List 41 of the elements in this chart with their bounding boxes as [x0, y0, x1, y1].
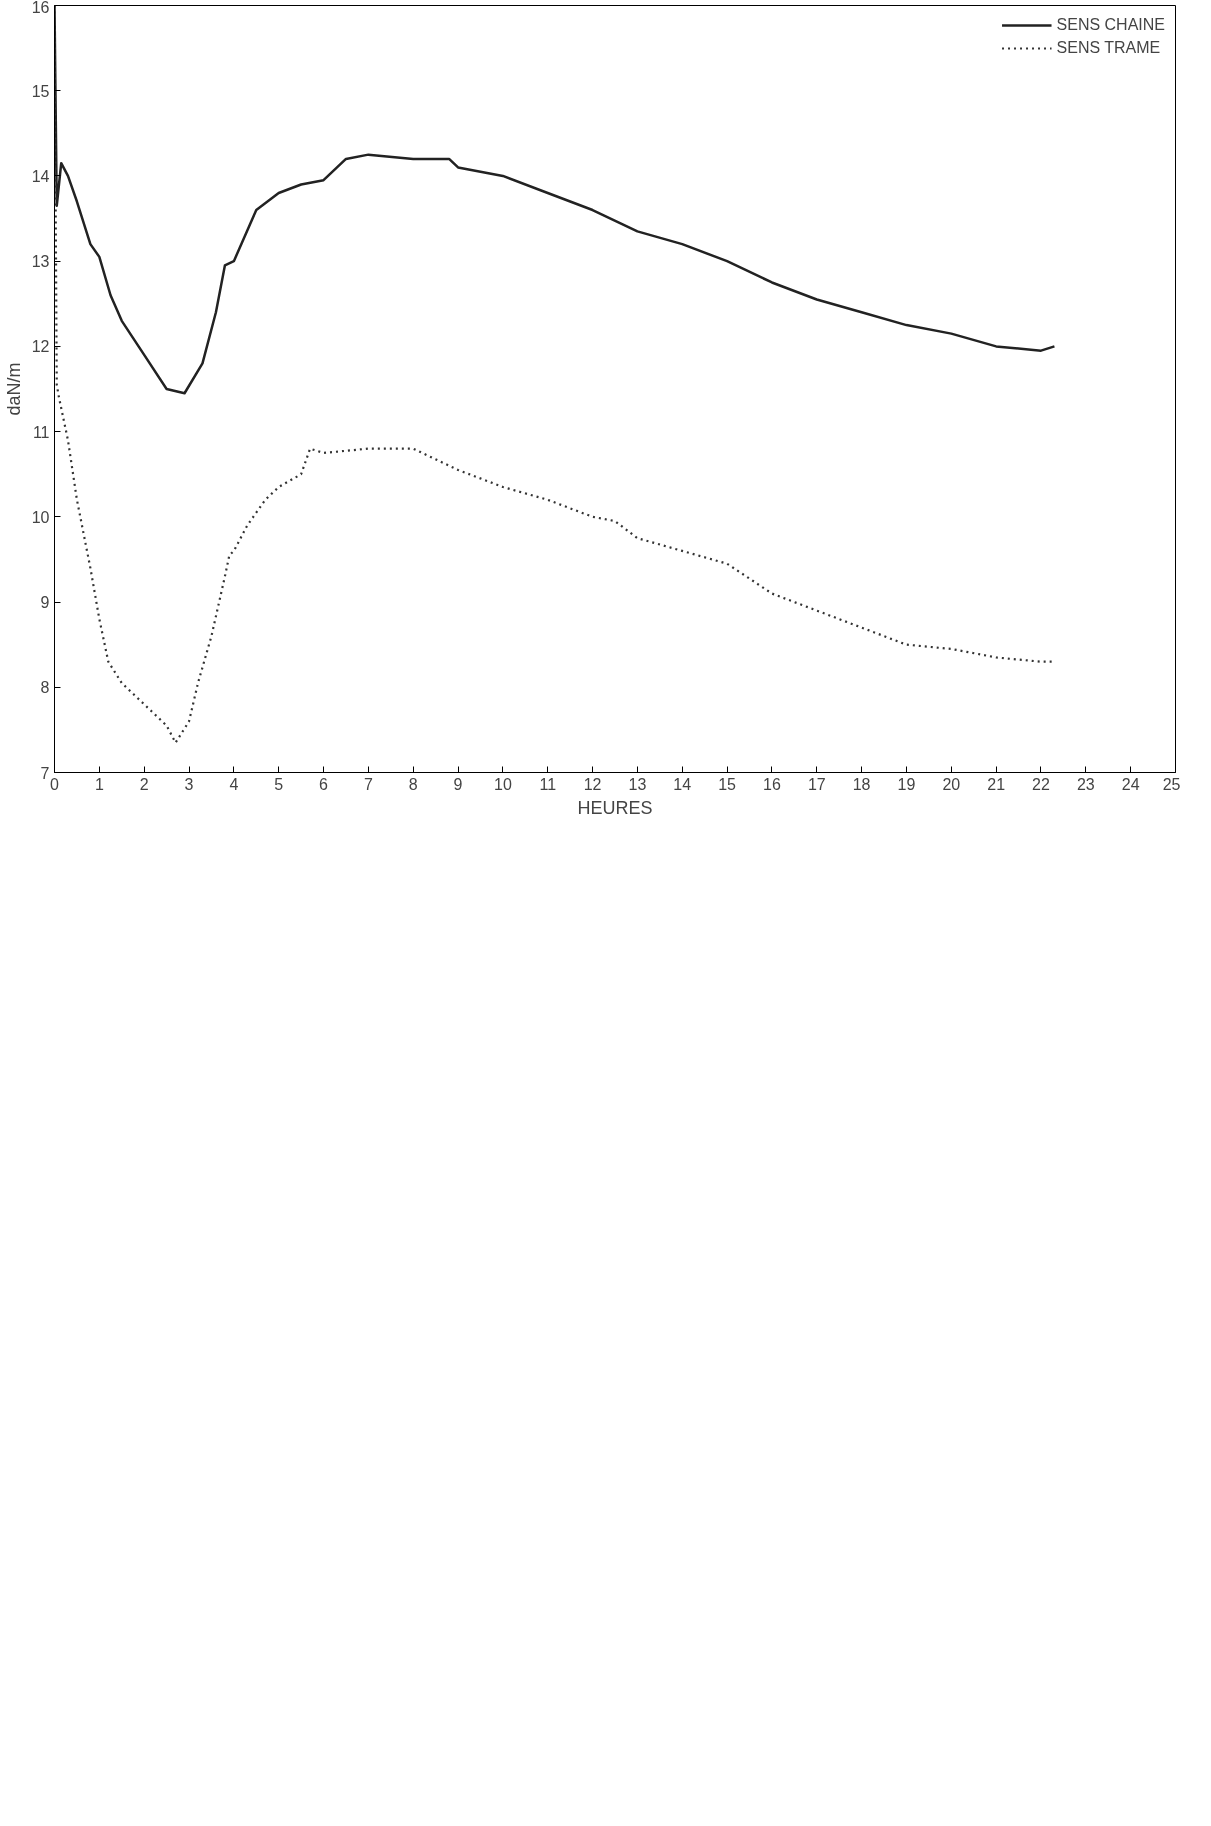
line-series	[54, 5, 1056, 395]
x-tick-label: 14	[673, 775, 692, 793]
legend-label: SENS TRAME	[1056, 39, 1161, 57]
x-tick-label: 22	[1032, 775, 1050, 793]
x-tick-label: 4	[229, 775, 239, 793]
x-tick-label: 16	[763, 775, 781, 793]
x-tick-label: 7	[363, 775, 373, 793]
x-tick-label: 5	[274, 775, 284, 793]
y-tick-label: 14	[31, 167, 50, 185]
y-tick-label: 12	[31, 338, 50, 356]
x-tick-label: 8	[408, 775, 418, 793]
x-tick-label: 21	[987, 775, 1006, 793]
x-tick-label: 10	[494, 775, 512, 793]
x-tick-label: 11	[539, 775, 557, 793]
x-tick-label: 24	[1121, 775, 1140, 793]
x-tick-label: 13	[628, 775, 647, 793]
x-tick-label: 9	[453, 775, 463, 793]
x-tick-label: 19	[897, 775, 916, 793]
y-tick-label: 7	[40, 764, 50, 782]
x-tick-label: 0	[50, 775, 60, 793]
y-axis-title: daN/m	[3, 362, 24, 416]
y-tick-label: 9	[40, 594, 50, 612]
x-tick-label: 23	[1076, 775, 1095, 793]
y-tick-label: 16	[31, 0, 50, 16]
y-tick-label: 15	[31, 82, 50, 100]
y-tick-label: 13	[31, 253, 50, 271]
x-tick-label: 3	[184, 775, 194, 793]
x-axis-title: HEURES	[577, 797, 653, 818]
x-tick-label: 6	[319, 775, 329, 793]
x-tick-label: 2	[139, 775, 149, 793]
y-tick-label: 8	[40, 679, 50, 697]
x-tick-label: 15	[718, 775, 737, 793]
y-tick-label: 10	[31, 508, 50, 526]
x-tick-label: 1	[94, 775, 104, 793]
x-tick-label: 17	[807, 775, 826, 793]
x-tick-label: 12	[583, 775, 602, 793]
x-tick-label: 25	[1162, 775, 1181, 793]
legend-label: SENS CHAINE	[1056, 16, 1165, 34]
x-tick-label: 18	[852, 775, 871, 793]
y-tick-label: 11	[32, 423, 50, 441]
x-tick-label: 20	[942, 775, 961, 793]
